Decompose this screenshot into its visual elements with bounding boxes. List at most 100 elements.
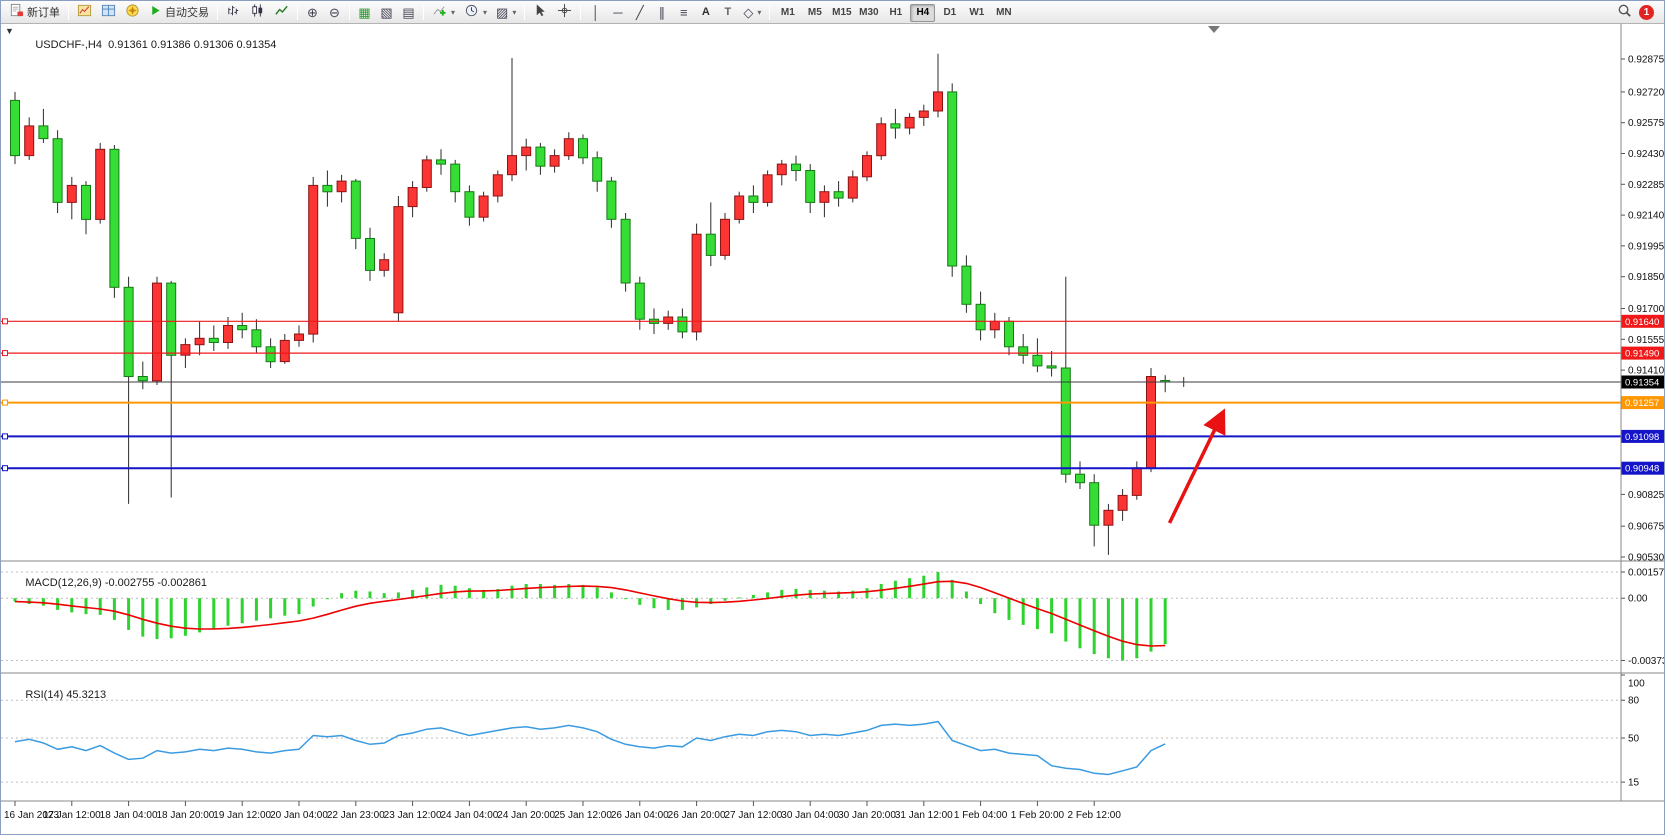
label-tool-button[interactable]: T: [717, 2, 738, 22]
timeframe-h1-button[interactable]: H1: [883, 4, 908, 22]
timeframe-d1-button[interactable]: D1: [937, 4, 962, 22]
periods-button[interactable]: ▾: [460, 2, 491, 22]
trend-arrow[interactable]: [1167, 408, 1226, 524]
zoom-in-button[interactable]: ⊕: [302, 2, 323, 22]
chart-canvas[interactable]: 16 Jan 2023 17 Jan 12:00 18 Jan 04:00 18 Ja…: [1, 24, 1665, 835]
svg-text:0.90825: 0.90825: [1628, 490, 1665, 501]
channel-button[interactable]: ∥: [651, 2, 672, 22]
data-window-button[interactable]: [97, 2, 120, 22]
indicators-button[interactable]: ▾: [428, 2, 459, 22]
new-order-button[interactable]: 新订单: [5, 2, 64, 22]
svg-text:1 Feb 04:00: 1 Feb 04:00: [954, 810, 1008, 821]
svg-text:26 Jan 20:00: 26 Jan 20:00: [668, 810, 726, 821]
svg-text:0.92720: 0.92720: [1628, 87, 1665, 98]
timeframe-m15-button[interactable]: M15: [829, 4, 854, 22]
shapes-icon: ◇: [743, 4, 754, 20]
templates-button[interactable]: ▨ ▾: [492, 2, 520, 22]
svg-text:0.91098: 0.91098: [1625, 432, 1659, 443]
label-tool-label: T: [724, 6, 732, 18]
svg-text:18 Jan 20:00: 18 Jan 20:00: [156, 810, 214, 821]
last-price-cross-icon: [1178, 377, 1189, 387]
hline-0.91098[interactable]: [1, 433, 1621, 440]
price-scale[interactable]: [1621, 24, 1665, 801]
vertical-line-button[interactable]: │: [585, 2, 606, 22]
svg-text:22 Jan 23:00: 22 Jan 23:00: [327, 810, 385, 821]
trendline-icon: ╱: [635, 4, 644, 20]
macd-histogram: [13, 572, 1167, 661]
trendline-button[interactable]: ╱: [629, 2, 650, 22]
svg-text:1 Feb 20:00: 1 Feb 20:00: [1011, 810, 1065, 821]
shapes-button[interactable]: ◇ ▾: [739, 2, 765, 22]
svg-text:0.90948: 0.90948: [1625, 464, 1659, 475]
hline-0.91257[interactable]: [1, 399, 1621, 406]
toolbar-separator: [217, 4, 218, 20]
timeframe-m30-button[interactable]: M30: [856, 4, 881, 22]
timeframe-m5-button[interactable]: M5: [802, 4, 827, 22]
time-axis[interactable]: [1, 801, 1665, 835]
fibonacci-button[interactable]: ≡: [673, 2, 694, 22]
svg-text:0.92430: 0.92430: [1628, 149, 1665, 160]
hline-0.91490[interactable]: [1, 350, 1621, 357]
timeframe-w1-button[interactable]: W1: [964, 4, 989, 22]
svg-text:18 Jan 04:00: 18 Jan 04:00: [100, 810, 158, 821]
autotrading-button[interactable]: 自动交易: [145, 2, 213, 22]
chart-svg-host[interactable]: 16 Jan 2023 17 Jan 12:00 18 Jan 04:00 18 Ja…: [1, 24, 1665, 835]
price-label-0.91490: 0.91490: [1621, 346, 1664, 360]
svg-text:0.91354: 0.91354: [1625, 378, 1659, 389]
macd-scale-labels: 0.001573 0.00 -0.003733: [1621, 568, 1665, 667]
svg-text:2 Feb 12:00: 2 Feb 12:00: [1068, 810, 1122, 821]
fibonacci-icon: ≡: [680, 4, 688, 20]
bar-chart-icon: [226, 3, 241, 21]
chart-shift-marker-icon[interactable]: [1208, 26, 1220, 33]
candlestick-chart-button[interactable]: [246, 2, 269, 22]
svg-text:16 Jan 2023: 16 Jan 2023: [4, 810, 59, 821]
toolbar-separator: [524, 4, 526, 20]
price-label-0.91257: 0.91257: [1621, 396, 1664, 410]
dropdown-icon: ▾: [483, 7, 488, 17]
text-tool-button[interactable]: A: [695, 2, 716, 22]
toolbar-separator: [769, 4, 771, 20]
toolbar-separator: [423, 4, 424, 20]
search-button[interactable]: [1613, 2, 1636, 22]
svg-text:50: 50: [1628, 734, 1640, 745]
notification-badge[interactable]: 1: [1639, 4, 1654, 20]
svg-text:-0.003733: -0.003733: [1628, 656, 1665, 667]
hline-0.91640[interactable]: [1, 318, 1621, 325]
panel-divider[interactable]: [1, 560, 1665, 563]
cursor-button[interactable]: [529, 2, 552, 22]
svg-text:0.00: 0.00: [1628, 594, 1648, 605]
hline-0.90948[interactable]: [1, 465, 1621, 472]
svg-text:30 Jan 04:00: 30 Jan 04:00: [781, 810, 839, 821]
price-label-0.91640: 0.91640: [1621, 314, 1664, 328]
zoom-in-icon: ⊕: [307, 4, 318, 20]
svg-text:30 Jan 20:00: 30 Jan 20:00: [838, 810, 896, 821]
crosshair-icon: [557, 3, 572, 21]
toolbar-separator: [580, 4, 582, 20]
horizontal-line-button[interactable]: ─: [607, 2, 628, 22]
cascade-windows-button[interactable]: ▧: [376, 2, 397, 22]
zoom-out-button[interactable]: ⊖: [324, 2, 345, 22]
tile-windows-button[interactable]: ▦: [354, 2, 375, 22]
svg-text:0.92575: 0.92575: [1628, 118, 1665, 129]
rsi-scale-labels: 100 80 50 15: [1621, 674, 1645, 789]
dropdown-icon: ▾: [757, 7, 762, 17]
tile-horizontal-button[interactable]: ▤: [398, 2, 419, 22]
line-chart-icon: [274, 3, 289, 21]
rsi-line: [14, 720, 1166, 776]
panel-divider[interactable]: [1, 672, 1665, 675]
timeframe-mn-button[interactable]: MN: [991, 4, 1016, 22]
svg-text:0.91490: 0.91490: [1625, 349, 1659, 360]
toolbar: 新订单 自动交易 ⊕ ⊖ ▦ ▧ ▤ ▾ ▾ ▨ ▾ │ ─ ╱ ∥: [1, 1, 1664, 24]
timeframe-h4-button[interactable]: H4: [910, 3, 936, 22]
timeframe-m1-button[interactable]: M1: [775, 4, 800, 22]
market-watch-button[interactable]: [73, 2, 96, 22]
crosshair-button[interactable]: [553, 2, 576, 22]
dropdown-icon: ▾: [512, 7, 517, 17]
bar-chart-button[interactable]: [222, 2, 245, 22]
line-chart-button[interactable]: [270, 2, 293, 22]
svg-text:80: 80: [1628, 696, 1640, 707]
candlestick-chart-icon: [250, 3, 265, 21]
market-watch-icon: [77, 3, 92, 21]
navigator-button[interactable]: [121, 2, 144, 22]
svg-text:0.91257: 0.91257: [1625, 398, 1659, 409]
